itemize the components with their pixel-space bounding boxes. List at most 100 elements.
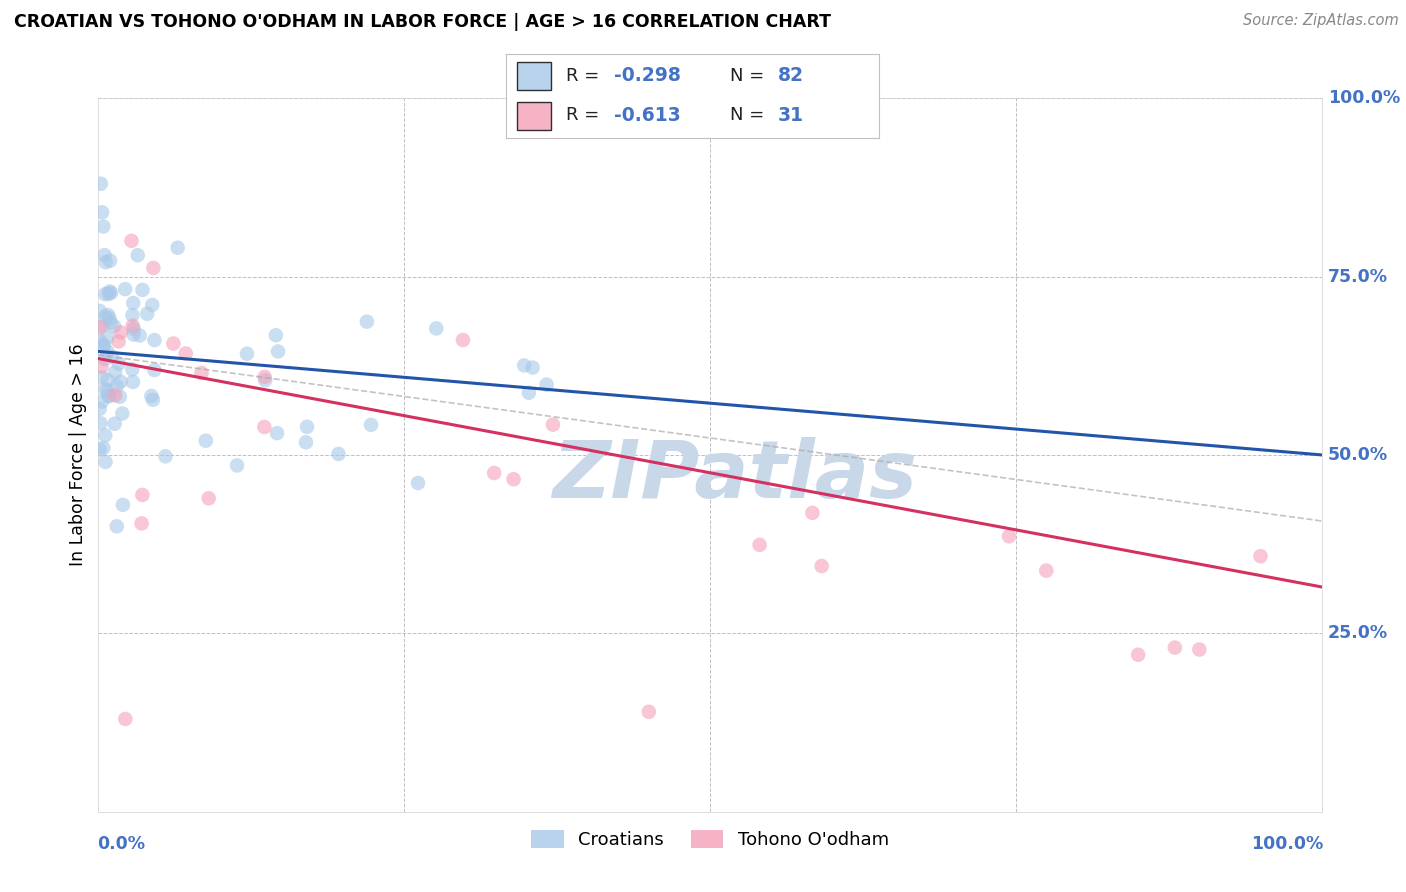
Point xyxy=(96,344,118,359)
Point xyxy=(89,416,111,430)
Point xyxy=(295,435,318,450)
Point xyxy=(174,346,197,360)
FancyBboxPatch shape xyxy=(517,102,551,130)
Text: 25.0%: 25.0% xyxy=(1327,624,1388,642)
Point xyxy=(1249,549,1271,564)
Point xyxy=(266,426,288,441)
Point xyxy=(502,472,524,486)
Point xyxy=(143,363,166,377)
Point xyxy=(264,328,287,343)
Point xyxy=(356,315,378,329)
Point xyxy=(541,417,564,432)
Point xyxy=(522,360,544,375)
Point xyxy=(97,308,120,322)
Point xyxy=(253,369,276,384)
Point xyxy=(89,401,111,416)
Point xyxy=(142,260,165,275)
Point xyxy=(101,350,124,364)
Point xyxy=(141,389,163,403)
Point xyxy=(122,296,145,310)
Point xyxy=(90,359,112,374)
Point xyxy=(97,373,120,387)
Point xyxy=(127,248,149,262)
Point xyxy=(253,420,276,434)
Point xyxy=(94,255,117,269)
Point xyxy=(1164,640,1187,655)
Text: R =: R = xyxy=(565,106,605,124)
Text: 100.0%: 100.0% xyxy=(1250,835,1323,853)
Point xyxy=(226,458,249,473)
Point xyxy=(190,366,212,380)
Point xyxy=(94,310,117,324)
Point xyxy=(1035,564,1057,578)
Point xyxy=(1188,642,1211,657)
Point xyxy=(111,407,134,421)
Text: 31: 31 xyxy=(778,106,804,125)
FancyBboxPatch shape xyxy=(517,62,551,90)
Point xyxy=(425,321,447,335)
Point xyxy=(97,388,120,402)
Point xyxy=(360,417,382,432)
Point xyxy=(107,357,129,371)
Point xyxy=(254,373,277,387)
Point xyxy=(104,388,127,402)
Point xyxy=(98,311,121,326)
Point xyxy=(93,351,115,366)
Point xyxy=(801,506,824,520)
Point xyxy=(162,336,184,351)
Point xyxy=(143,333,166,347)
Point xyxy=(267,344,290,359)
Point xyxy=(108,390,131,404)
Point xyxy=(131,516,153,531)
Point xyxy=(89,334,111,348)
Point xyxy=(96,330,118,344)
Point xyxy=(482,466,505,480)
Point xyxy=(105,379,128,393)
Point xyxy=(451,333,474,347)
Text: CROATIAN VS TOHONO O'ODHAM IN LABOR FORCE | AGE > 16 CORRELATION CHART: CROATIAN VS TOHONO O'ODHAM IN LABOR FORC… xyxy=(14,13,831,31)
Point xyxy=(97,286,120,301)
Point xyxy=(111,498,134,512)
Text: 100.0%: 100.0% xyxy=(1327,89,1400,107)
Point xyxy=(114,282,136,296)
Point xyxy=(406,475,429,490)
Text: 0.0%: 0.0% xyxy=(97,835,145,853)
Point xyxy=(91,394,114,409)
Point xyxy=(236,347,259,361)
Point xyxy=(295,419,318,434)
Point xyxy=(89,442,111,457)
Point xyxy=(517,385,540,400)
Point xyxy=(121,362,143,376)
Legend: Croatians, Tohono O'odham: Croatians, Tohono O'odham xyxy=(524,822,896,856)
Point xyxy=(100,316,122,330)
Point xyxy=(637,705,661,719)
Point xyxy=(120,234,142,248)
Point xyxy=(141,298,163,312)
Point xyxy=(94,428,117,442)
Point xyxy=(114,712,136,726)
Point xyxy=(91,219,114,234)
Point xyxy=(98,285,121,299)
Point xyxy=(131,283,153,297)
Point xyxy=(110,326,132,340)
Y-axis label: In Labor Force | Age > 16: In Labor Force | Age > 16 xyxy=(69,343,87,566)
Point xyxy=(89,320,111,334)
Point xyxy=(998,529,1021,543)
Point xyxy=(96,384,118,398)
Point xyxy=(90,177,112,191)
Point xyxy=(91,318,114,333)
Point xyxy=(536,377,558,392)
Point xyxy=(105,519,128,533)
Text: 50.0%: 50.0% xyxy=(1327,446,1388,464)
Point xyxy=(91,205,114,219)
Text: R =: R = xyxy=(565,67,605,85)
Point xyxy=(90,370,112,384)
Text: 75.0%: 75.0% xyxy=(1327,268,1388,285)
Point xyxy=(94,287,117,301)
Point xyxy=(810,559,832,574)
Point xyxy=(136,307,159,321)
Point xyxy=(94,382,117,396)
Text: Source: ZipAtlas.com: Source: ZipAtlas.com xyxy=(1243,13,1399,29)
Point xyxy=(97,389,120,403)
Text: N =: N = xyxy=(730,67,769,85)
